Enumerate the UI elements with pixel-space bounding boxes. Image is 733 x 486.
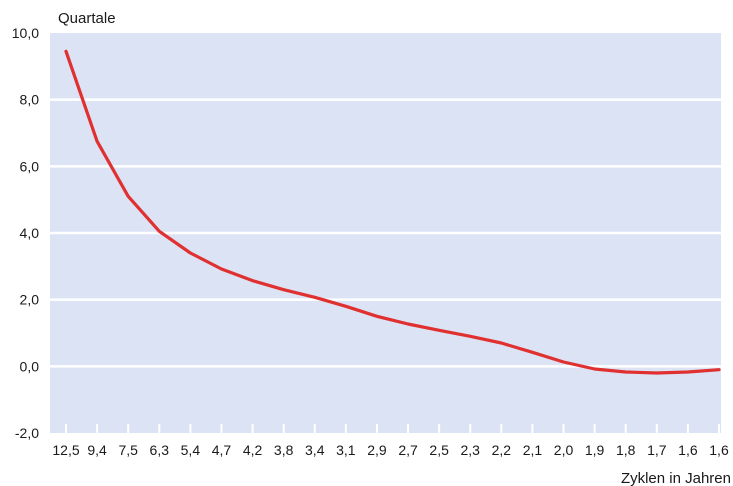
x-tick-label: 1,9 <box>585 442 605 458</box>
y-tick-label: 6,0 <box>20 158 40 174</box>
x-tick-label: 7,5 <box>118 442 138 458</box>
x-tick-label: 1,8 <box>616 442 636 458</box>
series-line <box>64 49 721 375</box>
y-tick-label: 0,0 <box>20 358 40 374</box>
x-tick-label: 1,7 <box>647 442 667 458</box>
y-tick-label: 2,0 <box>20 292 40 308</box>
x-tick-labels: 12,5 9,4 7,5 6,3 5,4 4,7 4,2 3,8 3,4 3,1 2,9 2,7 2,5… <box>52 442 729 458</box>
x-tick-label: 4,7 <box>212 442 232 458</box>
x-tick-label: 5,4 <box>181 442 201 458</box>
x-tick-label: 2,5 <box>429 442 449 458</box>
y-tick-label: 10,0 <box>12 25 39 41</box>
x-tick-label: 2,7 <box>398 442 418 458</box>
x-tick-label: 2,0 <box>554 442 574 458</box>
x-tick-label: 2,3 <box>461 442 481 458</box>
x-tick-marks <box>65 424 720 433</box>
x-tick-label: 2,9 <box>367 442 387 458</box>
y-tick-label: 8,0 <box>20 92 40 108</box>
y-tick-label: 4,0 <box>20 225 40 241</box>
x-tick-label: 2,2 <box>492 442 512 458</box>
x-tick-label: 12,5 <box>52 442 79 458</box>
y-axis-title: Quartale <box>58 10 116 27</box>
y-tick-label: -2,0 <box>15 425 39 441</box>
y-tick-labels: -2,0 0,0 2,0 4,0 6,0 8,0 10,0 <box>12 25 39 441</box>
x-tick-label: 3,1 <box>336 442 356 458</box>
x-tick-label: 9,4 <box>87 442 107 458</box>
x-tick-label: 1,6 <box>678 442 698 458</box>
x-tick-label: 6,3 <box>150 442 170 458</box>
x-tick-label: 1,6 <box>709 442 729 458</box>
x-axis-title: Zyklen in Jahren <box>621 470 731 486</box>
x-tick-label: 4,2 <box>243 442 263 458</box>
x-tick-label: 2,1 <box>523 442 543 458</box>
x-tick-label: 3,4 <box>305 442 325 458</box>
x-tick-label: 3,8 <box>274 442 294 458</box>
